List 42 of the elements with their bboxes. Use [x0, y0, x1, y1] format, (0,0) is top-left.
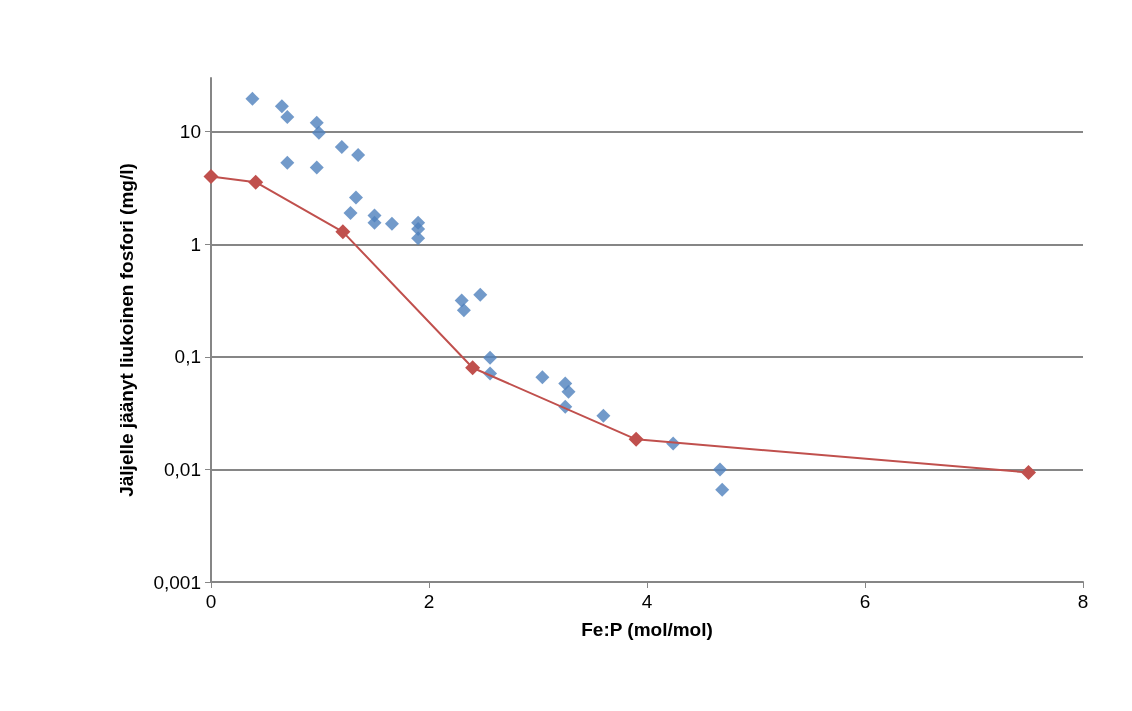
- point: [334, 140, 349, 155]
- y-tick-label: 0,001: [153, 571, 201, 593]
- point: [628, 431, 644, 447]
- point: [309, 160, 324, 175]
- x-tick-label: 4: [641, 591, 653, 612]
- point: [348, 190, 363, 205]
- point: [454, 293, 469, 308]
- point: [280, 155, 295, 170]
- point: [367, 215, 382, 230]
- point: [465, 360, 481, 376]
- x-tick-label: 8: [1077, 591, 1089, 612]
- y-axis-title: Jäljelle jäänyt liukoinen fosfori (mg/l): [116, 163, 137, 497]
- x-tick-label: 2: [423, 591, 435, 612]
- point: [245, 91, 260, 106]
- point: [280, 110, 295, 125]
- x-tick-label: 6: [859, 591, 871, 612]
- point: [561, 384, 576, 399]
- point: [596, 408, 611, 423]
- x-tick-label: 0: [205, 591, 217, 612]
- point: [311, 125, 326, 140]
- point: [309, 115, 324, 130]
- point: [1021, 464, 1036, 480]
- point: [203, 169, 219, 185]
- point: [248, 174, 264, 190]
- x-axis-title: Fe:P (mol/mol): [581, 619, 713, 640]
- y-tick-label: 10: [179, 121, 201, 143]
- point: [351, 148, 366, 163]
- point: [473, 287, 488, 302]
- y-tick-label: 1: [190, 233, 201, 255]
- point: [483, 350, 498, 365]
- point: [713, 462, 728, 477]
- point: [343, 205, 358, 220]
- point: [535, 370, 550, 385]
- y-tick-label: 0,01: [164, 458, 201, 480]
- point: [715, 482, 730, 497]
- point: [335, 224, 351, 240]
- y-tick-label: 0,1: [174, 346, 201, 368]
- point: [274, 99, 289, 114]
- point: [411, 231, 426, 246]
- point: [558, 376, 573, 391]
- point: [384, 216, 399, 231]
- point: [456, 303, 471, 318]
